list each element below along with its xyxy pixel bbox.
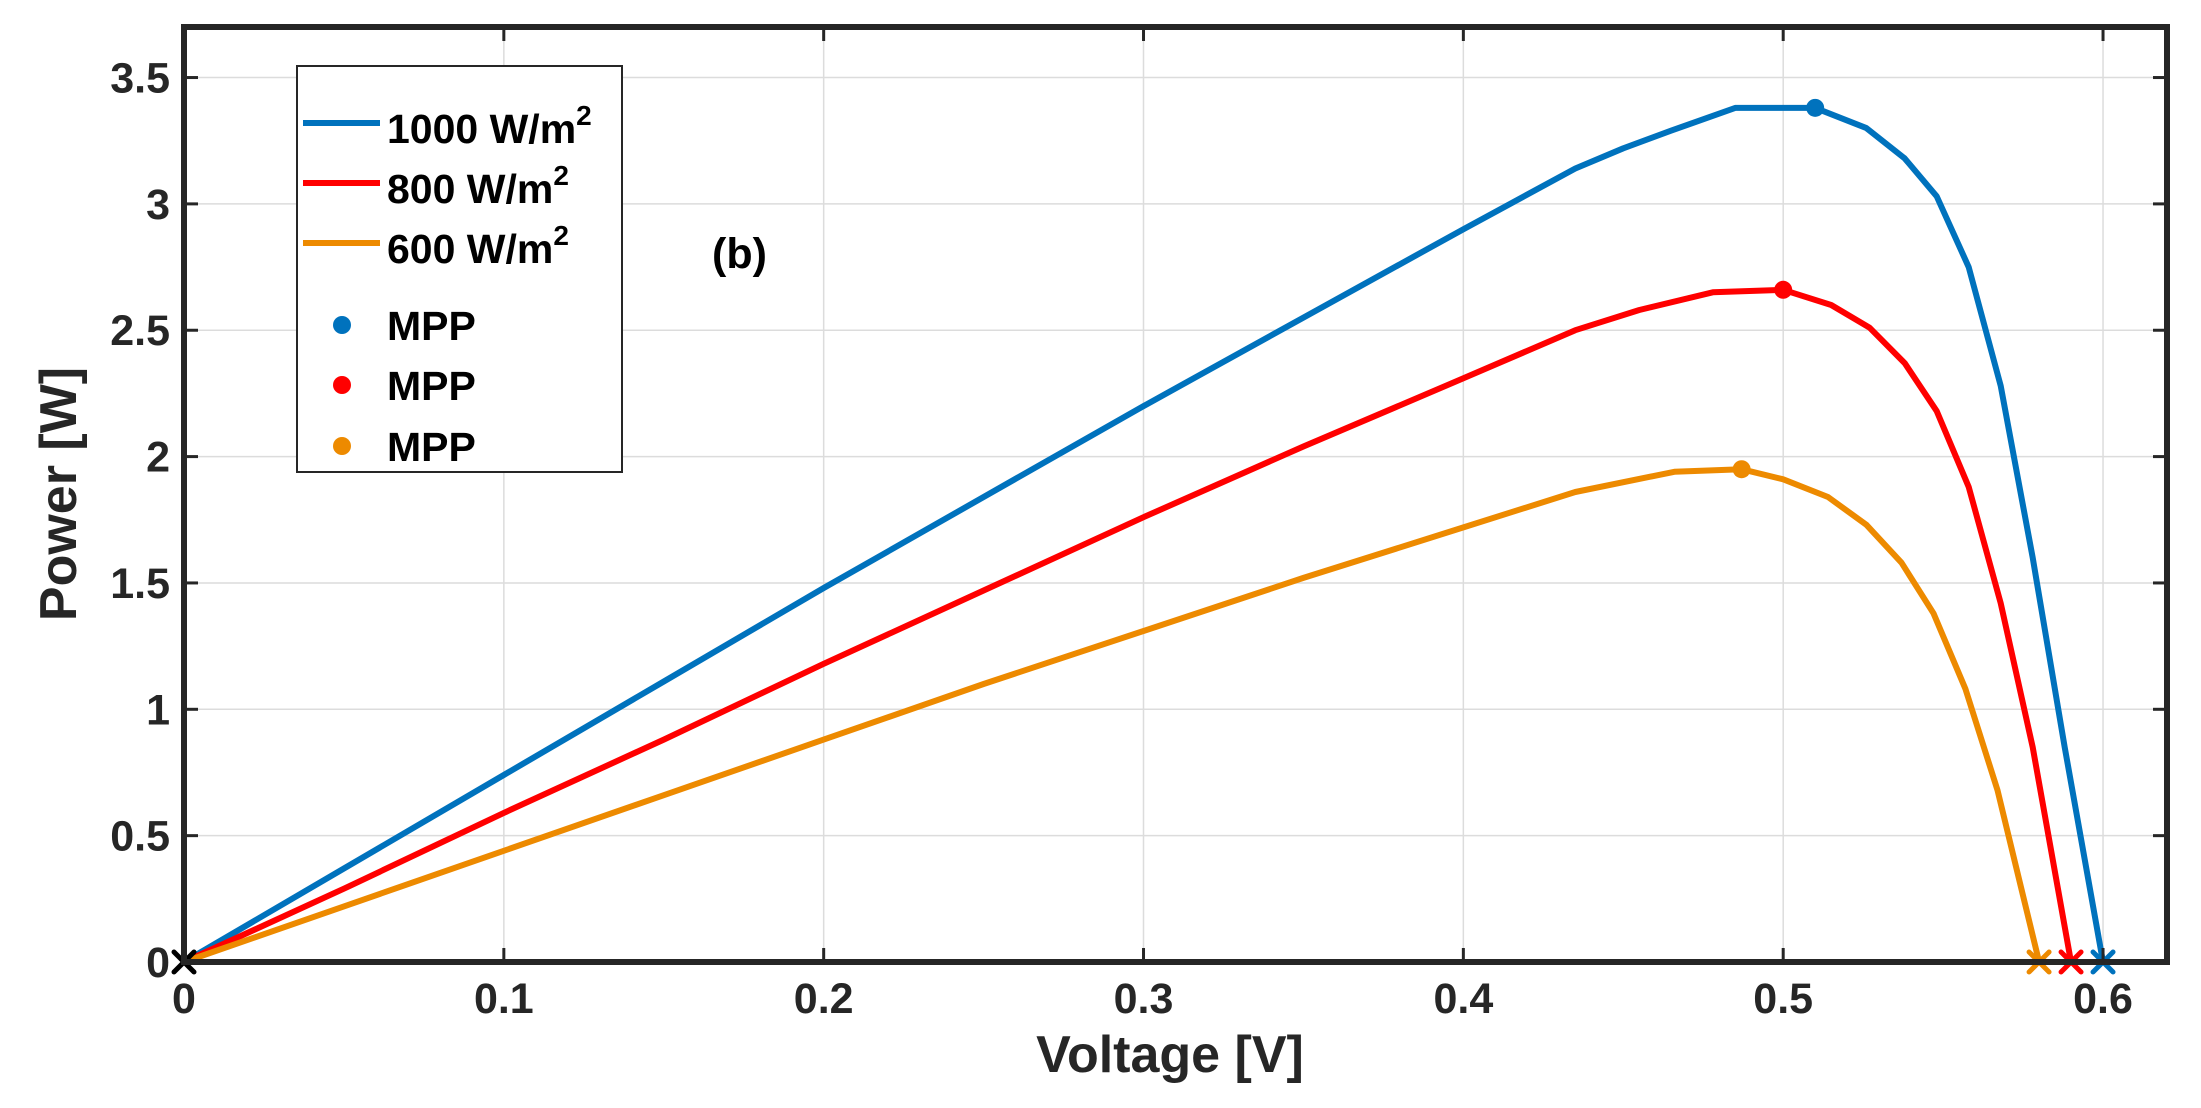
x-tick-label: 0.4 [1433, 975, 1493, 1023]
y-tick-label: 3 [146, 181, 170, 229]
y-tick-label: 0 [146, 939, 170, 987]
legend-mpp-marker-0 [333, 316, 351, 334]
legend-label-superscript-0: 2 [576, 100, 592, 131]
y-tick-label: 3.5 [110, 55, 170, 103]
y-ticks: 0 0.5 1 1.5 2 2.5 3 3.5 [110, 55, 2167, 987]
legend-box [296, 65, 623, 473]
legend-mpp-label-0: MPP [387, 303, 476, 349]
y-tick-label: 1 [146, 686, 170, 734]
legend-mpp-marker-2 [333, 437, 351, 455]
x-tick-label: 0.6 [2073, 975, 2133, 1023]
x-tick-label: 0.2 [794, 975, 854, 1023]
legend-label-text-0: 1000 W/m [387, 106, 576, 152]
x-tick-label: 0 [172, 975, 196, 1023]
legend-mpp-marker-1 [333, 376, 351, 394]
mpp-point-0 [1806, 98, 1825, 117]
legend-label-1: 800 W/m2 [387, 160, 569, 212]
x-ticks: 0 0.1 0.2 0.3 0.4 0.5 0.6 [172, 27, 2133, 1023]
series-line-2 [181, 466, 2043, 965]
panel-label: (b) [712, 230, 767, 278]
legend-label-2: 600 W/m2 [387, 220, 569, 272]
legend-label-superscript-2: 2 [553, 220, 569, 251]
x-tick-label: 0.1 [474, 975, 534, 1023]
series-line-0 [181, 104, 2106, 965]
y-tick-label: 2 [146, 434, 170, 482]
legend-mpp-label-1: MPP [387, 363, 476, 409]
series-layer [181, 104, 2106, 965]
x-axis-title: Voltage [V] [1036, 1026, 1304, 1084]
legend-label-superscript-1: 2 [553, 160, 569, 191]
legend-mpp-label-2: MPP [387, 424, 476, 470]
legend-label-text-2: 600 W/m [387, 226, 553, 272]
y-tick-label: 1.5 [110, 560, 170, 608]
y-axis-title: Power [W] [30, 367, 88, 621]
x-tick-label: 0.5 [1753, 975, 1813, 1023]
x-tick-label: 0.3 [1114, 975, 1174, 1023]
y-tick-label: 2.5 [110, 307, 170, 355]
legend-label-text-1: 800 W/m [387, 166, 553, 212]
plot-frame [181, 24, 2170, 965]
y-tick-label: 0.5 [110, 813, 170, 861]
series-line-1 [181, 286, 2074, 965]
mpp-point-2 [1732, 460, 1751, 479]
legend-label-0: 1000 W/m2 [387, 100, 592, 152]
mpp-point-1 [1774, 280, 1793, 299]
